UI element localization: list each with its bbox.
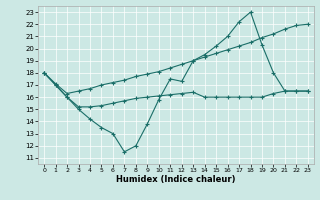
X-axis label: Humidex (Indice chaleur): Humidex (Indice chaleur) [116, 175, 236, 184]
